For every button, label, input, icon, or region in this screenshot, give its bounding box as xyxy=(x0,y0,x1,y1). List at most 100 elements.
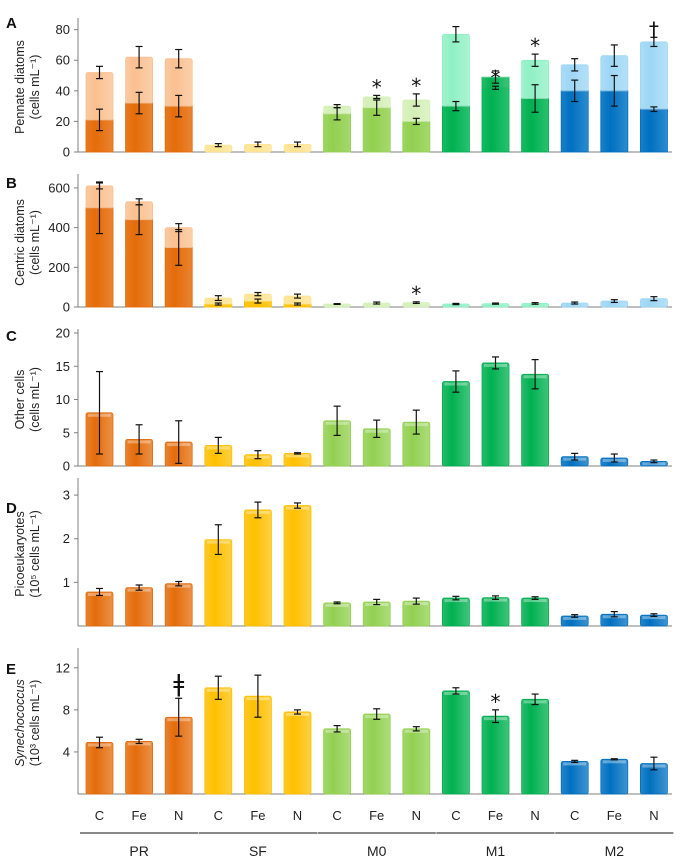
y-axis-label: Picoeukaryotes(10⁵ cells mL⁻¹) xyxy=(13,510,42,598)
bar-SF-N xyxy=(283,502,312,627)
bar-PR-Fe xyxy=(125,424,153,467)
panel-B: B Centric diatoms(cells mL⁻¹) 0 200 400 600 * xyxy=(6,174,672,315)
bar-highlight xyxy=(444,599,468,603)
significance-marker: ǂ xyxy=(173,669,184,697)
bar-SF-N xyxy=(283,709,312,795)
bar-value xyxy=(481,715,510,795)
y-tick-label: 40 xyxy=(56,83,70,98)
bar-PR-C xyxy=(85,65,114,153)
bar-M1-N xyxy=(521,302,549,308)
bar-SF-Fe xyxy=(243,291,272,308)
bar-M0-C xyxy=(323,725,352,795)
bar-PR-Fe xyxy=(125,738,153,795)
panel-letter: B xyxy=(6,175,17,192)
bar-value xyxy=(323,728,352,795)
bar-SF-N xyxy=(283,141,312,153)
bar-base xyxy=(402,121,431,153)
treatment-label: N xyxy=(530,808,539,823)
bar-SF-C xyxy=(204,675,233,795)
bar-M0-N xyxy=(402,726,431,795)
significance-marker: * xyxy=(372,75,382,99)
bar-M1-C xyxy=(441,687,470,795)
bar-M0-C xyxy=(323,601,352,627)
significance-marker: * xyxy=(411,282,421,306)
bar-M1-C xyxy=(441,25,470,153)
y-tick-label: 2 xyxy=(63,531,70,546)
bar-M2-Fe xyxy=(600,453,629,467)
panel-A: A Pennate diatoms(cells mL⁻¹) 0 20 40 60 80 * * *… xyxy=(6,15,672,160)
bar-PR-Fe xyxy=(125,584,153,627)
y-tick-label: 20 xyxy=(56,114,70,129)
bar-M2-N xyxy=(640,36,668,153)
significance-marker: * xyxy=(411,74,421,98)
panel-letter: D xyxy=(6,500,17,517)
bar-M2-C xyxy=(560,759,589,795)
treatment-label: Fe xyxy=(607,808,622,823)
treatment-label: N xyxy=(293,808,302,823)
bar-value xyxy=(243,509,272,627)
bar-SF-Fe xyxy=(243,141,272,153)
group-label: M1 xyxy=(486,843,506,859)
bar-M0-Fe xyxy=(362,301,391,308)
significance-marker: * xyxy=(491,66,501,90)
y-axis-label: Other cells(cells mL⁻¹) xyxy=(13,367,42,432)
y-tick-label: 8 xyxy=(63,702,70,717)
bar-base xyxy=(640,108,668,153)
significance-marker: * xyxy=(530,34,540,58)
y-axis-label: Centric diatoms(cells mL⁻¹) xyxy=(13,199,42,286)
bar-M1-Fe xyxy=(481,302,510,308)
treatment-label: Fe xyxy=(250,808,265,823)
bar-M0-Fe xyxy=(362,708,391,795)
y-tick-label: 1 xyxy=(63,575,70,590)
bar-M1-C xyxy=(441,302,470,308)
treatment-label: C xyxy=(570,808,579,823)
bar-M2-N xyxy=(640,613,668,627)
bar-SF-N xyxy=(283,452,312,467)
bar-M1-Fe xyxy=(481,595,510,627)
bar-M2-N xyxy=(640,756,668,795)
bar-SF-Fe xyxy=(243,674,272,795)
bar-highlight xyxy=(642,462,666,466)
y-tick-label: 4 xyxy=(63,744,70,759)
treatment-label: N xyxy=(649,808,658,823)
bar-PR-C xyxy=(85,370,114,467)
y-tick-label: 20 xyxy=(56,326,70,341)
bar-M1-C xyxy=(441,370,470,467)
bar-M1-N xyxy=(521,693,549,795)
treatment-label: N xyxy=(412,808,421,823)
panel-letter: A xyxy=(6,15,17,32)
bar-M0-N xyxy=(402,93,431,153)
bar-value xyxy=(441,597,470,627)
bar-value xyxy=(521,698,549,795)
treatment-label: C xyxy=(214,808,223,823)
y-tick-label: 3 xyxy=(63,488,70,503)
bar-M0-Fe xyxy=(362,598,391,627)
bar-M2-Fe xyxy=(600,758,629,795)
bar-M1-Fe xyxy=(481,356,510,467)
treatment-label: C xyxy=(332,808,341,823)
bar-PR-N xyxy=(164,223,193,308)
bar-SF-Fe xyxy=(243,501,272,627)
y-axis-label: Synechococcus(10³ cells mL⁻¹) xyxy=(13,679,42,767)
bar-PR-N xyxy=(164,580,193,627)
significance-marker: † xyxy=(649,17,659,41)
y-tick-label: 60 xyxy=(56,53,70,68)
bar-PR-N xyxy=(164,697,193,795)
bar-value xyxy=(85,591,114,627)
y-tick-label: 0 xyxy=(63,459,70,474)
y-tick-label: 10 xyxy=(56,392,70,407)
bar-M2-Fe xyxy=(600,610,629,627)
bar-SF-C xyxy=(204,436,233,467)
bar-value xyxy=(560,760,589,795)
bar-PR-C xyxy=(85,736,114,795)
bar-M1-Fe xyxy=(481,709,510,795)
bar-value xyxy=(85,742,114,795)
bar-M0-Fe xyxy=(362,94,391,153)
y-tick-label: 15 xyxy=(56,359,70,374)
y-tick-label: 400 xyxy=(48,220,70,235)
treatment-label: N xyxy=(174,808,183,823)
panel-letter: E xyxy=(6,661,16,678)
treatment-label: Fe xyxy=(488,808,503,823)
